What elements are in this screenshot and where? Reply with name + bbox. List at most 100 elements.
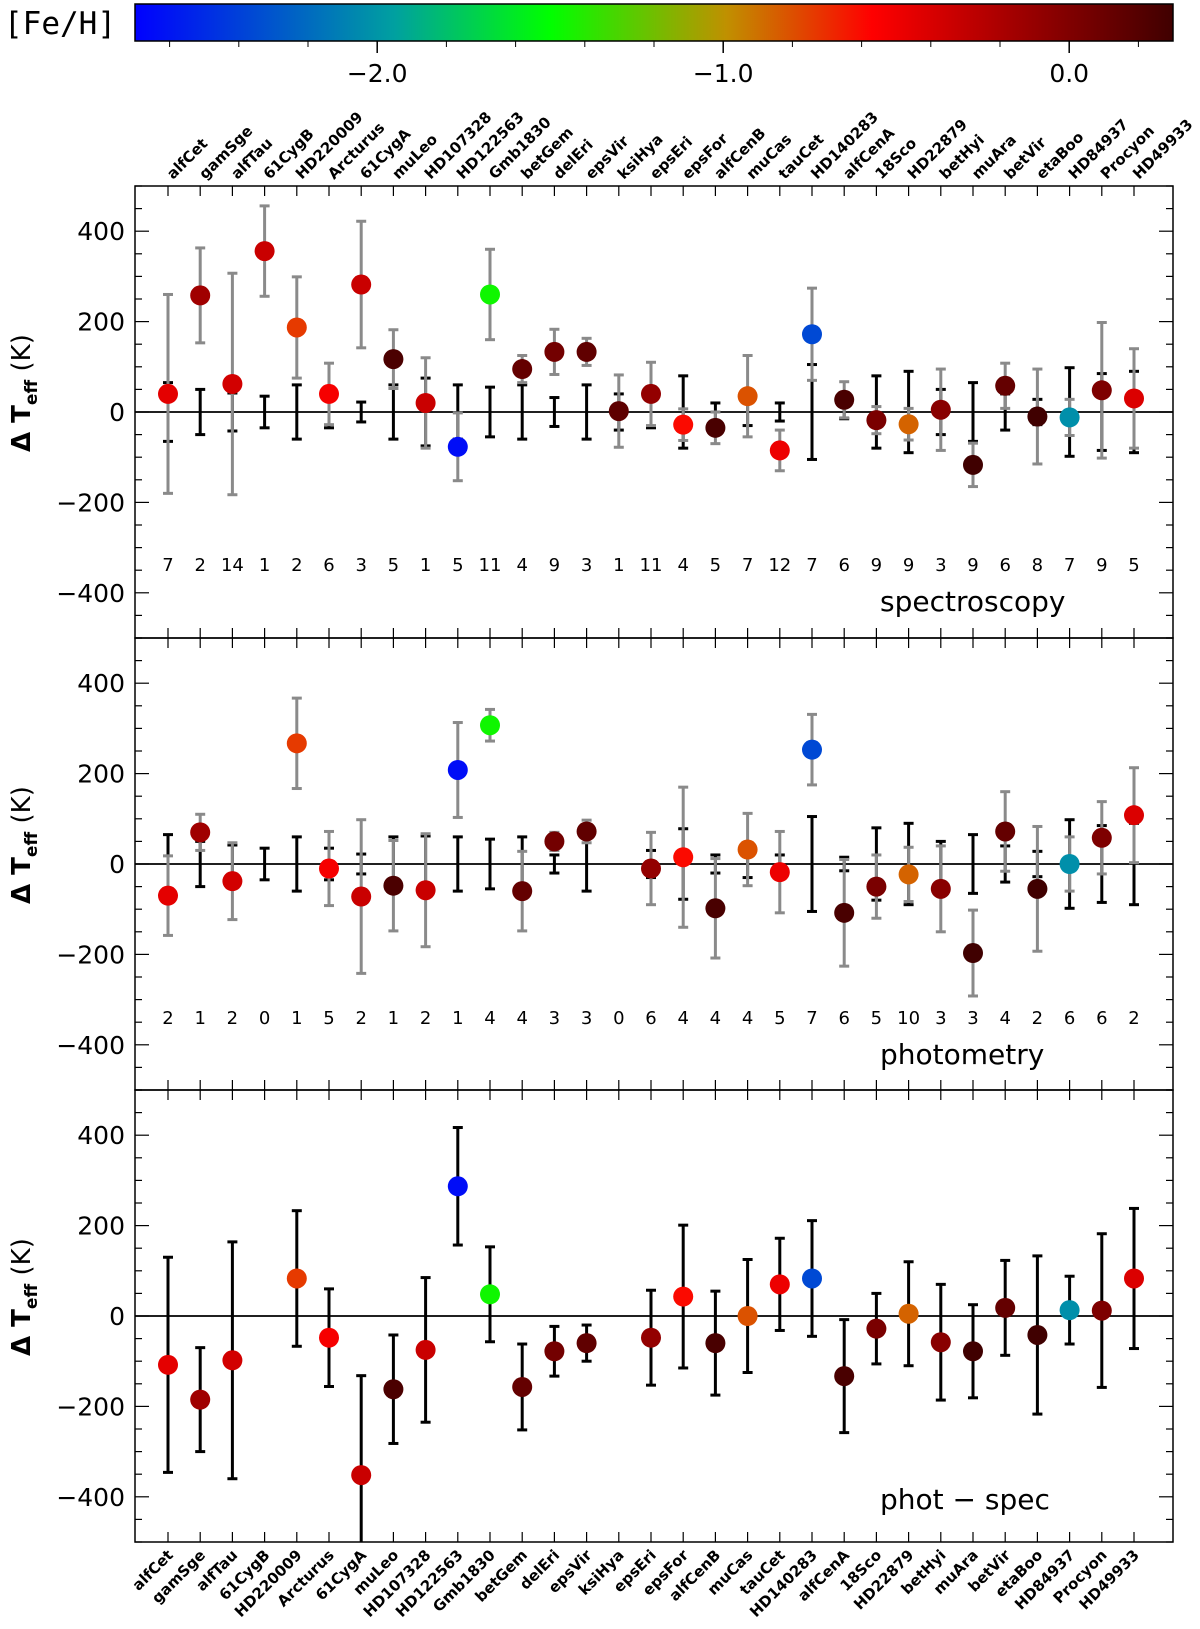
data-point [319, 1327, 339, 1348]
data-point [802, 324, 822, 345]
count-label: 5 [871, 1008, 882, 1029]
count-label: 1 [388, 1008, 399, 1029]
panel-label-spectroscopy: spectroscopy [880, 585, 1065, 618]
y-tick-label: 0 [109, 398, 125, 427]
data-point [576, 341, 597, 362]
y-tick-label: −200 [56, 940, 125, 969]
colorbar-gradient [134, 3, 1174, 42]
count-label: 5 [388, 555, 399, 576]
count-label: 6 [1064, 1008, 1075, 1029]
data-point [222, 373, 243, 394]
data-point [1027, 1324, 1048, 1345]
count-label: 6 [323, 555, 334, 576]
data-point [544, 831, 565, 852]
count-label: 6 [838, 555, 849, 576]
data-point [930, 1332, 951, 1353]
y-tick-label: 400 [77, 669, 125, 698]
data-point [641, 858, 661, 879]
count-label: 4 [516, 1008, 527, 1029]
count-label: 2 [291, 555, 302, 576]
data-point [898, 414, 919, 435]
data-point [1124, 388, 1144, 409]
y-tick-label: 400 [77, 1121, 125, 1150]
count-label: 0 [613, 1008, 624, 1029]
data-point [158, 383, 178, 404]
count-label: 1 [420, 555, 431, 576]
data-point [512, 1376, 533, 1397]
count-label: 5 [1128, 555, 1139, 576]
data-point [544, 341, 565, 362]
data-point [930, 878, 951, 899]
data-point [737, 1306, 758, 1326]
data-point [576, 821, 597, 842]
count-label: 2 [162, 1008, 173, 1029]
y-tick-label: −400 [56, 1031, 125, 1060]
top-star-labels: alfCetgamSgealfTau61CygBHD220009Arcturus… [163, 108, 1196, 183]
y-tick-label: −400 [56, 579, 125, 608]
y-tick-label: 200 [77, 760, 125, 789]
data-point [673, 1286, 694, 1307]
data-point [963, 1341, 983, 1362]
data-point [158, 1354, 178, 1375]
panel-label-phot-minus-spec: phot − spec [880, 1483, 1050, 1516]
count-label: 8 [1032, 555, 1043, 576]
data-point [705, 417, 726, 438]
count-label: 4 [999, 1008, 1010, 1029]
data-point [351, 886, 372, 907]
count-label: 6 [1096, 1008, 1107, 1029]
count-label: 2 [1128, 1008, 1139, 1029]
colorbar-title: [Fe/H] [4, 6, 116, 42]
count-label: 4 [710, 1008, 721, 1029]
colorbar-ticks: −2.0 −1.0 0.0 [169, 41, 1139, 88]
y-tick-label: 400 [77, 217, 125, 246]
data-point [415, 1339, 436, 1360]
data-point [383, 1379, 404, 1400]
count-label: 5 [710, 555, 721, 576]
data-point [1059, 407, 1080, 428]
count-label: 2 [420, 1008, 431, 1029]
data-point [222, 871, 243, 892]
count-label: 6 [645, 1008, 656, 1029]
y-axis-label: Δ Teff (K) [7, 1238, 42, 1356]
data-point [705, 898, 726, 919]
count-label: 7 [806, 1008, 817, 1029]
count-label: 10 [897, 1008, 920, 1029]
data-point [447, 759, 468, 780]
data-point [158, 885, 178, 906]
y-axis-label: Δ Teff (K) [7, 786, 42, 904]
data-point [190, 822, 211, 843]
count-label: 6 [838, 1008, 849, 1029]
y-tick-label: 200 [77, 308, 125, 337]
data-point [1027, 878, 1048, 899]
count-label: 1 [259, 555, 270, 576]
data-point [1091, 827, 1112, 848]
count-label: 3 [967, 1008, 978, 1029]
data-point [898, 1303, 919, 1324]
data-point [286, 733, 307, 754]
data-point [383, 349, 404, 370]
count-label: 4 [677, 555, 688, 576]
data-point [383, 875, 404, 896]
data-point [995, 821, 1016, 842]
phot-minus-spec-panel: −400 −200 0 200 400 Δ Teff (K) phot − spec [7, 1089, 1174, 1543]
data-point [866, 1318, 887, 1339]
data-point [319, 858, 339, 879]
data-point [834, 902, 855, 923]
data-point [673, 414, 694, 435]
data-point [447, 1176, 468, 1197]
count-label: 3 [581, 555, 592, 576]
data-point [286, 1268, 307, 1289]
colorbar-tick-label: −1.0 [693, 59, 754, 88]
data-point [576, 1333, 597, 1354]
bottom-star-labels: alfCetgamSgealfTau61CygBHD220009Arcturus… [129, 1546, 1143, 1621]
data-point [834, 1366, 855, 1387]
y-tick-label: 0 [109, 1302, 125, 1331]
count-label: 1 [194, 1008, 205, 1029]
data-point [415, 880, 436, 901]
count-label: 3 [581, 1008, 592, 1029]
count-label: 5 [774, 1008, 785, 1029]
y-tick-label: −200 [56, 488, 125, 517]
y-tick-label: −400 [56, 1483, 125, 1512]
